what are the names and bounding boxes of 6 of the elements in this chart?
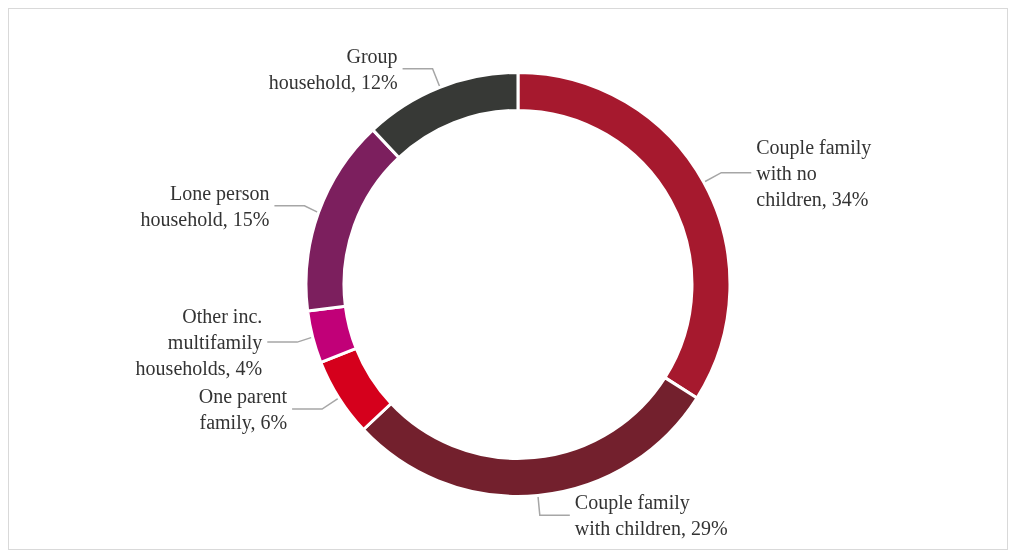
slice-label: Other inc. multifamily households, 4%: [135, 305, 263, 380]
slice-label: Couple family with no children, 34%: [756, 135, 872, 210]
slice-label: Group household, 12%: [268, 44, 398, 93]
slice-label: One parent family, 6%: [198, 385, 288, 435]
slice-label: Couple family with children, 29%: [574, 491, 728, 540]
slice-label: Lone person household, 15%: [140, 181, 270, 230]
